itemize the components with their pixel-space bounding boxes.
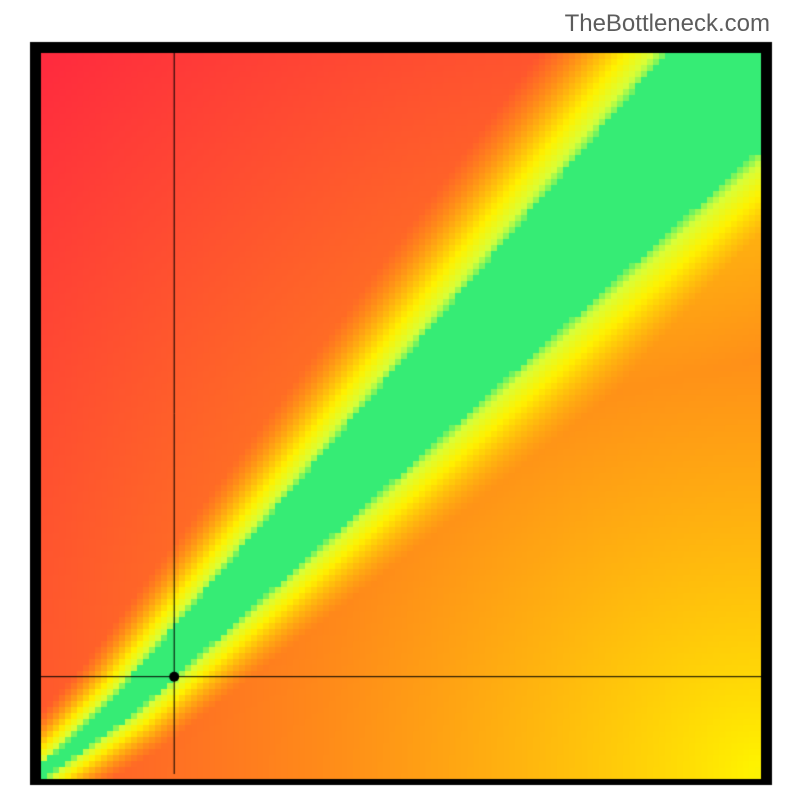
figure-container: TheBottleneck.com [0,0,800,800]
heatmap-canvas [0,0,800,800]
